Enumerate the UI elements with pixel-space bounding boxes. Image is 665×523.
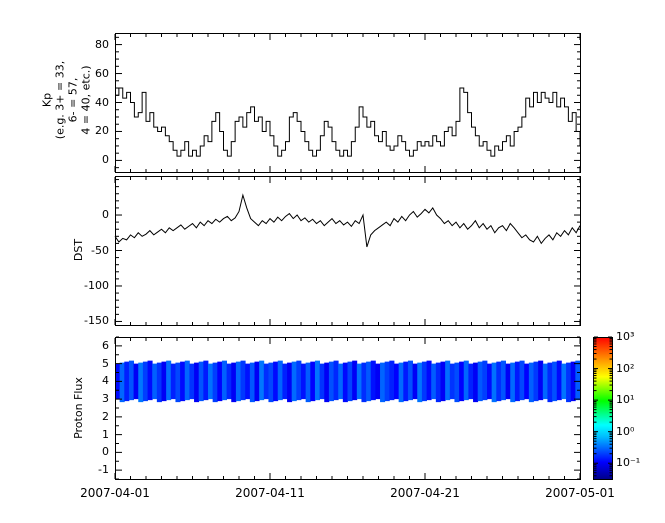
- colorbar-frame: [593, 337, 613, 480]
- y-tick-label: -150: [84, 314, 109, 328]
- colorbar-tick-label: 10⁻¹: [616, 456, 641, 470]
- y-tick-label: 6: [102, 338, 109, 352]
- kp-panel: [114, 33, 581, 173]
- y-tick-label: 0: [102, 153, 109, 167]
- y-tick-label: 1: [102, 427, 109, 441]
- proton-flux-band: [115, 360, 581, 403]
- y-tick-label: -1: [98, 463, 109, 477]
- y-tick-label: 0: [102, 208, 109, 222]
- dst-panel-frame: [115, 176, 581, 326]
- kp-panel-frame: [115, 33, 581, 173]
- colorbar-tick-label: 10¹: [616, 393, 635, 407]
- colorbar: [593, 336, 613, 480]
- y-tick-label: 40: [95, 95, 109, 109]
- dst-panel: [114, 176, 581, 326]
- y-tick-label: 0: [102, 445, 109, 459]
- proton-flux-panel-frame: [115, 337, 581, 480]
- x-tick-label: 2007-04-01: [80, 486, 150, 500]
- colorbar-gradient: [593, 337, 612, 479]
- colorbar-tick-label: 10⁰: [616, 424, 635, 438]
- y-tick-label: 2: [102, 409, 109, 423]
- proton-flux-panel: [114, 336, 581, 480]
- y-tick-label: 5: [102, 356, 109, 370]
- x-tick-label: 2007-05-01: [545, 486, 615, 500]
- x-tick-label: 2007-04-21: [390, 486, 460, 500]
- dst-panel-series: [114, 193, 581, 248]
- x-tick-label: 2007-04-11: [235, 486, 305, 500]
- kp-panel-series: [115, 87, 581, 157]
- colorbar-tick-label: 10²: [616, 361, 635, 375]
- y-tick-label: 4: [102, 374, 109, 388]
- colorbar-tick-label: 10³: [616, 330, 635, 343]
- y-tick-label: -100: [84, 278, 109, 292]
- y-tick-label: 3: [102, 392, 109, 406]
- y-tick-label: 20: [95, 124, 109, 138]
- y-tick-label: -50: [91, 243, 109, 257]
- y-tick-label: 60: [95, 66, 109, 80]
- y-tick-label: 80: [95, 37, 109, 51]
